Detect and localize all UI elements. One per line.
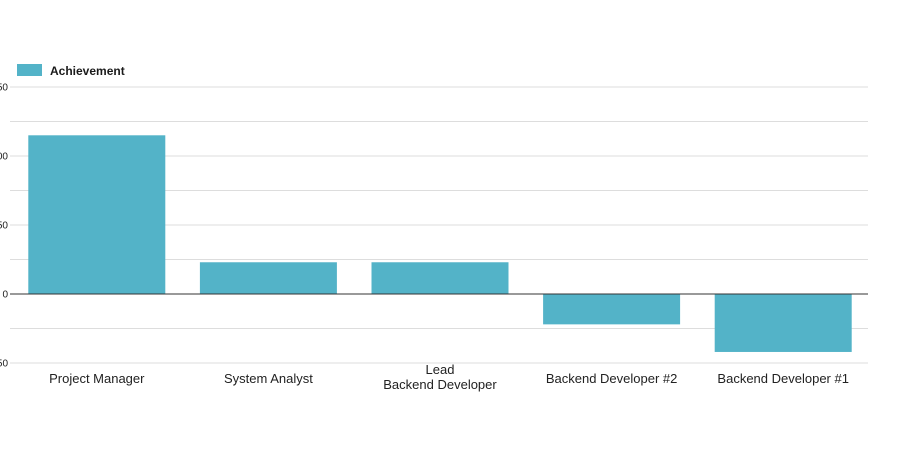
legend-swatch-achievement	[17, 64, 42, 76]
bars	[28, 135, 852, 352]
y-tick-label: 50	[0, 221, 8, 232]
y-tick-label: 0	[2, 290, 8, 301]
legend: Achievement	[17, 64, 125, 78]
bar	[28, 135, 166, 294]
y-axis-ticks: -50 0 50 100 150	[0, 83, 8, 370]
bar	[714, 294, 852, 352]
y-tick-label: 150	[0, 83, 8, 94]
x-category-label: Project Manager	[49, 371, 145, 386]
x-category-label: Lead Backend Developer	[383, 362, 497, 392]
x-category-label: System Analyst	[224, 371, 313, 386]
y-tick-label: -50	[0, 359, 8, 370]
x-category-label: Backend Developer #2	[546, 371, 678, 386]
bar	[371, 262, 509, 294]
x-category-label: Backend Developer #1	[717, 371, 849, 386]
y-tick-label: 100	[0, 152, 8, 163]
x-axis-labels: Project Manager System Analyst Lead Backend…	[49, 362, 849, 392]
legend-label-achievement: Achievement	[50, 64, 125, 78]
bar	[543, 294, 681, 325]
bar	[199, 262, 337, 294]
